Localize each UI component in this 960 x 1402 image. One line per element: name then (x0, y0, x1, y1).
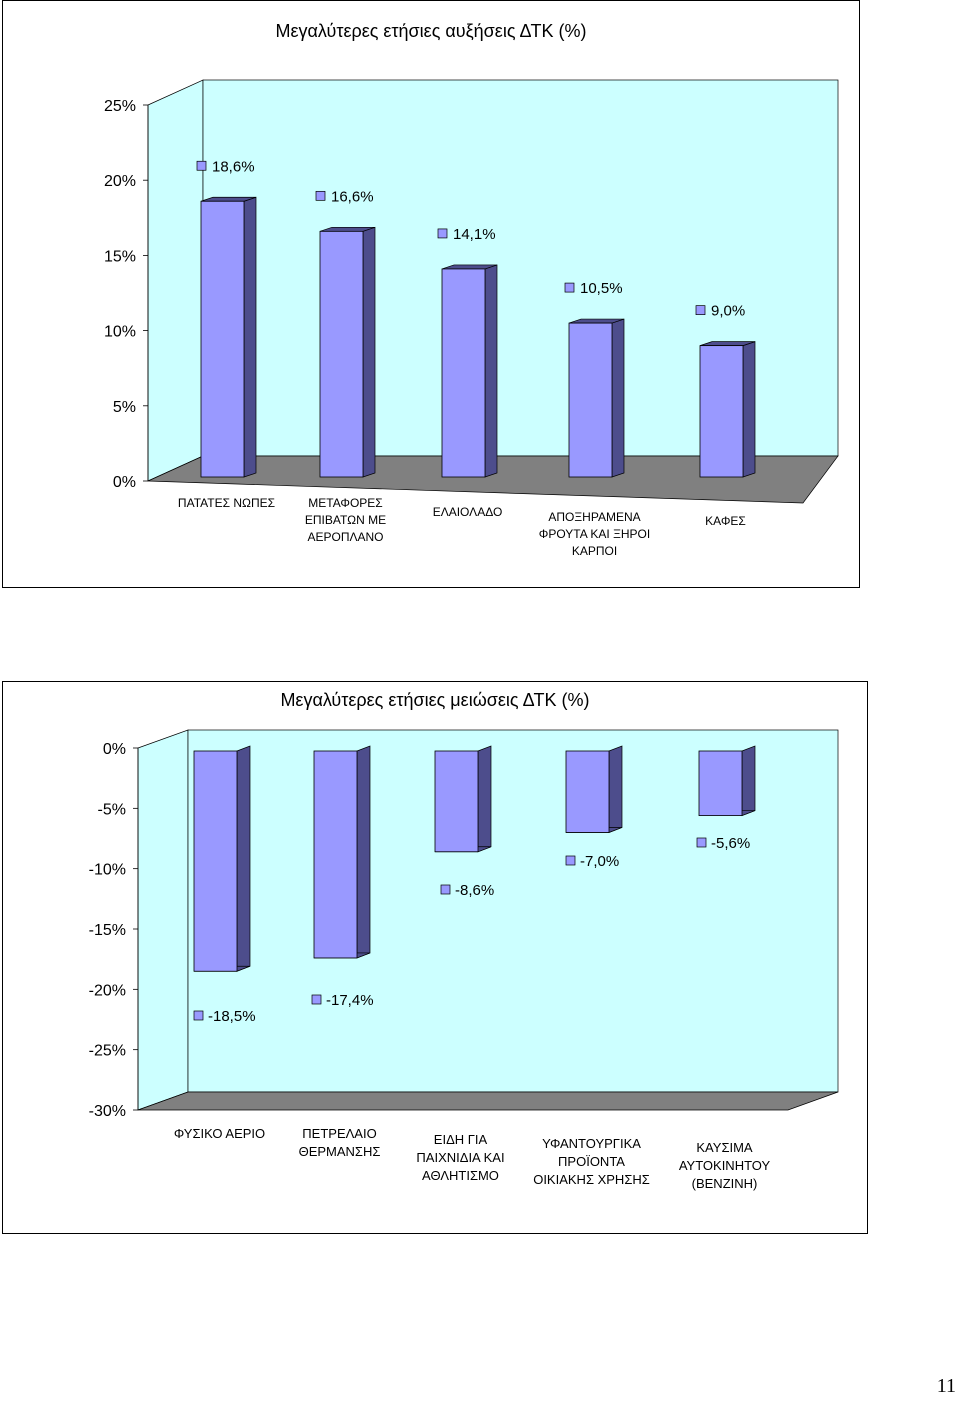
category-label: ΠΡΟΪΟΝΤΑ (558, 1154, 625, 1169)
bar (565, 750, 610, 833)
data-label-key (564, 282, 575, 293)
y-tick-label: 0% (103, 741, 126, 758)
y-tick-label: -30% (89, 1103, 126, 1120)
bar (319, 230, 364, 478)
category-label: ΑΠΟΞΗΡΑΜΕΝΑ (548, 510, 640, 524)
category-label: ΠΑΙΧΝΙΔΙΑ ΚΑΙ (416, 1150, 504, 1165)
bar (441, 268, 486, 478)
decreases-chart: Μεγαλύτερες ετήσιες μειώσεις ΔΤΚ (%) 0% -… (2, 681, 868, 1234)
bar-side (484, 264, 498, 478)
data-label-key (196, 160, 207, 171)
category-label: ΟΙΚΙΑΚΗΣ ΧΡΗΣΗΣ (533, 1172, 650, 1187)
bar (313, 750, 358, 959)
bar (698, 750, 743, 816)
data-label: -18,5% (208, 1008, 256, 1025)
category-label: ΠΑΤΑΤΕΣ ΝΩΠΕΣ (178, 496, 275, 510)
data-label: -8,6% (455, 882, 494, 899)
increases-chart-title: Μεγαλύτερες ετήσιες αυξήσεις ΔΤΚ (%) (275, 21, 587, 41)
y-tick-label: 15% (104, 248, 136, 265)
bar-side (362, 226, 376, 478)
data-label: 9,0% (711, 303, 745, 320)
data-label: -5,6% (711, 835, 750, 852)
bar-side (356, 745, 371, 959)
bar-side (243, 196, 257, 478)
bar (200, 200, 245, 478)
category-label: ΚΑΥΣΙΜΑ (696, 1140, 753, 1155)
data-label: 16,6% (331, 188, 374, 205)
category-label: ΑΥΤΟΚΙΝΗΤΟΥ (679, 1158, 771, 1173)
y-tick-label: -25% (89, 1043, 126, 1060)
data-label: 14,1% (453, 226, 496, 243)
y-tick-label: -15% (89, 922, 126, 939)
data-label-key (696, 837, 707, 848)
data-label: 10,5% (580, 280, 623, 297)
bar-side (742, 341, 756, 478)
category-label: ΦΥΣΙΚΟ ΑΕΡΙΟ (174, 1126, 265, 1141)
side-wall (147, 79, 204, 482)
bar (568, 322, 613, 478)
category-label: ΜΕΤΑΦΟΡΕΣ (308, 496, 382, 510)
y-tick-label: 10% (104, 324, 136, 341)
category-label: ΕΛΑΙΟΛΑΔΟ (433, 505, 503, 519)
data-label: -17,4% (326, 992, 374, 1009)
decreases-chart-plot: 0% -5% -10% -15% -20% -25% -30% -18,5% ΦΥΣΙΚΟ ΑΕ… (89, 729, 839, 1191)
data-label: -7,0% (580, 853, 619, 870)
bar-side (236, 745, 251, 972)
data-label-key (315, 190, 326, 201)
y-tick-label: 0% (113, 474, 136, 491)
increases-chart: Μεγαλύτερες ετήσιες αυξήσεις ΔΤΚ (%) 25%… (2, 0, 860, 588)
page-number: 11 (936, 1375, 956, 1397)
y-tick-label: 25% (104, 98, 136, 115)
category-label: ΑΘΛΗΤΙΣΜΟ (422, 1168, 499, 1183)
y-tick-label: -20% (89, 982, 126, 999)
y-tick-label: 20% (104, 173, 136, 190)
y-tick-label: 5% (113, 399, 136, 416)
bar-side (741, 745, 756, 817)
data-label-key (311, 994, 322, 1005)
y-tick-label: -5% (98, 801, 126, 818)
floor (137, 1091, 839, 1111)
category-label: ΕΠΙΒΑΤΩΝ ΜΕ (305, 513, 386, 527)
category-label: ΚΑΦΕΣ (705, 514, 746, 528)
category-label: ΦΡΟΥΤΑ ΚΑΙ ΞΗΡΟΙ (539, 527, 650, 541)
category-label: ΘΕΡΜΑΝΣΗΣ (299, 1144, 381, 1159)
bar (193, 750, 238, 972)
data-label-key (440, 884, 451, 895)
increases-chart-plot: 25% 20% 15% 10% 5% 0% 18,6% ΠΑΤΑΤΕΣ ΝΩΠΕΣ 16,6% Μ… (104, 79, 839, 558)
category-label: ΕΙΔΗ ΓΙΑ (434, 1132, 488, 1147)
category-label: ΑΕΡΟΠΛΑΝΟ (307, 530, 383, 544)
side-wall (137, 729, 189, 1111)
bar-side (477, 745, 492, 853)
data-label-key (565, 855, 576, 866)
bar-side (611, 318, 625, 478)
data-label-key (437, 228, 448, 239)
decreases-chart-title: Μεγαλύτερες ετήσιες μειώσεις ΔΤΚ (%) (280, 690, 590, 710)
category-label: ΚΑΡΠΟΙ (572, 544, 617, 558)
category-label: ΠΕΤΡΕΛΑΙΟ (302, 1126, 376, 1141)
y-tick-label: -10% (89, 862, 126, 879)
bar (699, 345, 744, 478)
data-label-key (193, 1010, 204, 1021)
bar (434, 750, 479, 853)
data-label-key (695, 305, 706, 315)
data-label: 18,6% (212, 158, 255, 175)
category-label: ΥΦΑΝΤΟΥΡΓΙΚΑ (542, 1136, 641, 1151)
bar-side (608, 745, 623, 833)
category-label: (ΒΕΝΖΙΝΗ) (692, 1176, 758, 1191)
